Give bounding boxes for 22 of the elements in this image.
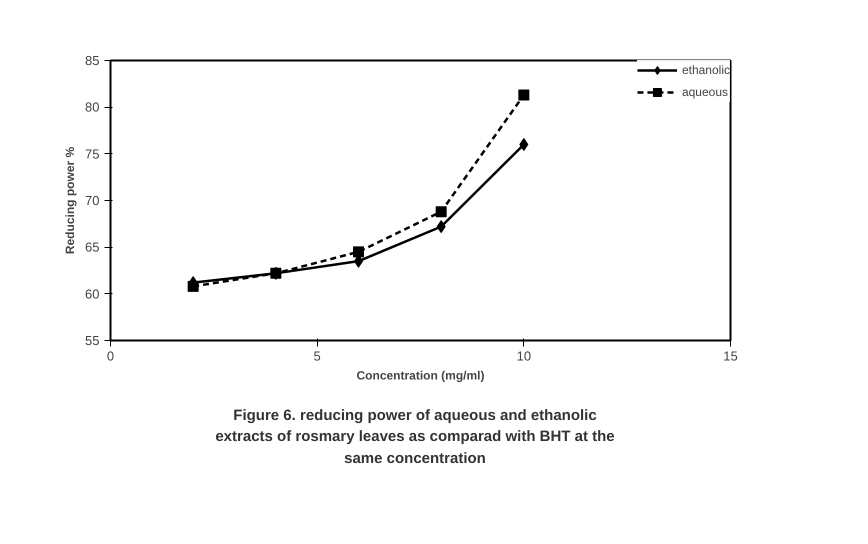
point — [436, 220, 446, 234]
x-tick-label: 15 — [723, 348, 738, 364]
x-axis-title: Concentration (mg/ml) — [356, 368, 485, 382]
x-tick-label: 5 — [314, 348, 321, 364]
y-tick-label: 80 — [85, 100, 100, 115]
x-tick-label: 0 — [106, 348, 114, 364]
y-tick-label: 70 — [85, 193, 100, 208]
y-tick-label: 75 — [85, 146, 100, 162]
y-tick-label: 55 — [85, 333, 100, 348]
y-tick-label: 85 — [85, 53, 100, 68]
point — [519, 138, 528, 151]
y-axis-title: Reducing power % — [63, 146, 78, 254]
y-tick-label: 65 — [85, 240, 100, 255]
point — [188, 280, 199, 292]
caption: Figure 6. reducing power of aqueous and ethanolic extracts of rosmary leaves as comparad with BHT at the same concentration — [215, 406, 615, 469]
legend-label: ethanolic — [682, 63, 730, 77]
point — [436, 206, 447, 218]
point — [353, 246, 364, 258]
x-tick-label: 10 — [516, 348, 532, 364]
point — [518, 90, 530, 101]
legend-label: aqueous — [682, 85, 728, 99]
y-tick-label: 60 — [85, 286, 100, 302]
